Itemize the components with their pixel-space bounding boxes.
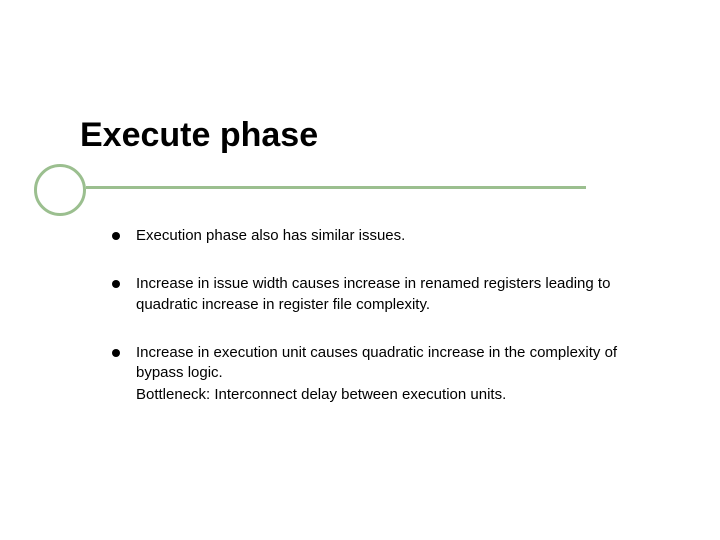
- bullet-text: Increase in execution unit causes quadra…: [136, 343, 652, 406]
- bullet-text-main: Increase in execution unit causes quadra…: [136, 344, 617, 381]
- title-underline: [86, 186, 586, 189]
- accent-circle: [34, 164, 86, 216]
- bullet-item: Execution phase also has similar issues.: [112, 226, 652, 246]
- bullet-item: Increase in issue width causes increase …: [112, 274, 652, 315]
- bullet-text: Execution phase also has similar issues.: [136, 226, 652, 246]
- bullet-subtext: Bottleneck: Interconnect delay between e…: [136, 385, 652, 405]
- content-area: Execution phase also has similar issues.…: [112, 226, 652, 410]
- slide: Execute phase Execution phase also has s…: [0, 0, 720, 540]
- bullet-dot-icon: [112, 280, 120, 288]
- bullet-dot-icon: [112, 232, 120, 240]
- slide-title: Execute phase: [80, 116, 318, 155]
- bullet-text: Increase in issue width causes increase …: [136, 274, 652, 315]
- bullet-item: Increase in execution unit causes quadra…: [112, 343, 652, 406]
- bullet-dot-icon: [112, 349, 120, 357]
